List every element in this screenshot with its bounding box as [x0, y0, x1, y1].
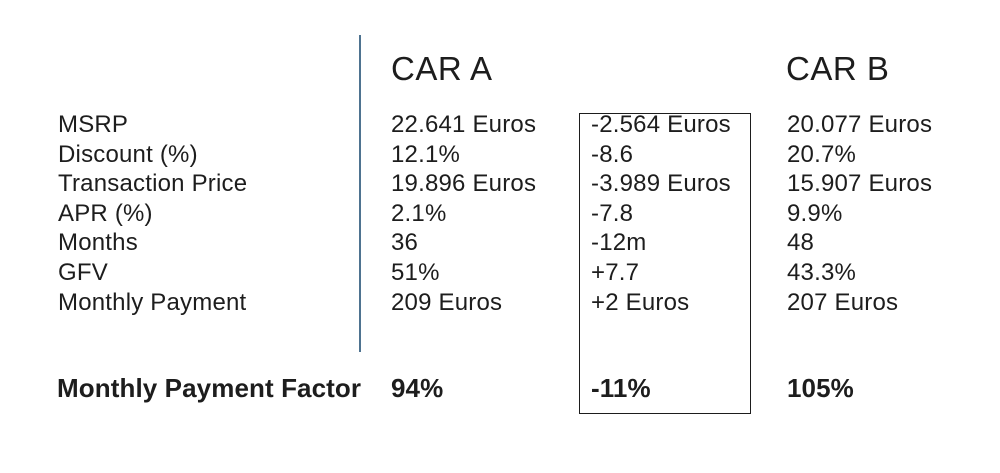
table-row: MSRP 22.641 Euros -2.564 Euros 20.077 Eu… — [0, 110, 1000, 140]
table-row: APR (%) 2.1% -7.8 9.9% — [0, 199, 1000, 229]
table-row: Months 36 -12m 48 — [0, 228, 1000, 258]
car-a-value: 12.1% — [391, 140, 461, 168]
car-b-header: CAR B — [786, 50, 890, 87]
table-row: Discount (%) 12.1% -8.6 20.7% — [0, 140, 1000, 170]
row-label: MSRP — [58, 111, 129, 138]
car-a-value: 209 Euros — [391, 288, 503, 316]
table-row: Monthly Payment 209 Euros +2 Euros 207 E… — [0, 288, 1000, 318]
difference-column-box — [579, 113, 751, 414]
monthly-payment-factor-row: Monthly Payment Factor 94% -11% 105% — [0, 371, 1000, 405]
vertical-divider-line — [359, 35, 361, 352]
factor-diff-value: -11% — [591, 373, 651, 403]
diff-value: -3.989 Euros — [591, 170, 731, 198]
car-b-value: 20.077 Euros — [787, 111, 933, 138]
diff-value: -7.8 — [591, 199, 634, 227]
car-b-value: 207 Euros — [787, 288, 899, 316]
comparison-rows: MSRP 22.641 Euros -2.564 Euros 20.077 Eu… — [0, 110, 1000, 317]
row-label: Transaction Price — [58, 170, 248, 198]
car-a-value: 51% — [391, 258, 440, 286]
row-label: Months — [58, 229, 138, 257]
table-row: GFV 51% +7.7 43.3% — [0, 258, 1000, 288]
diff-value: -2.564 Euros — [591, 111, 731, 138]
factor-car-a-value: 94% — [391, 373, 444, 403]
table-row: Transaction Price 19.896 Euros -3.989 Eu… — [0, 169, 1000, 199]
diff-value: -8.6 — [591, 140, 634, 168]
car-a-value: 2.1% — [391, 199, 447, 227]
row-label: APR (%) — [58, 199, 153, 227]
car-b-value: 20.7% — [787, 140, 857, 168]
row-label: GFV — [58, 258, 108, 286]
car-a-value: 19.896 Euros — [391, 170, 537, 198]
diff-value: -12m — [591, 229, 647, 257]
car-b-value: 43.3% — [787, 258, 857, 286]
car-a-value: 36 — [391, 229, 419, 257]
diff-value: +7.7 — [591, 258, 640, 286]
factor-label: Monthly Payment Factor — [57, 373, 362, 403]
car-b-value: 9.9% — [787, 199, 843, 227]
row-label: Monthly Payment — [58, 288, 247, 316]
car-b-value: 15.907 Euros — [787, 170, 933, 198]
car-b-value: 48 — [787, 229, 815, 257]
car-a-header: CAR A — [391, 50, 493, 87]
factor-car-b-value: 105% — [787, 373, 854, 403]
row-label: Discount (%) — [58, 140, 198, 168]
car-a-value: 22.641 Euros — [391, 111, 537, 138]
diff-value: +2 Euros — [591, 288, 690, 316]
